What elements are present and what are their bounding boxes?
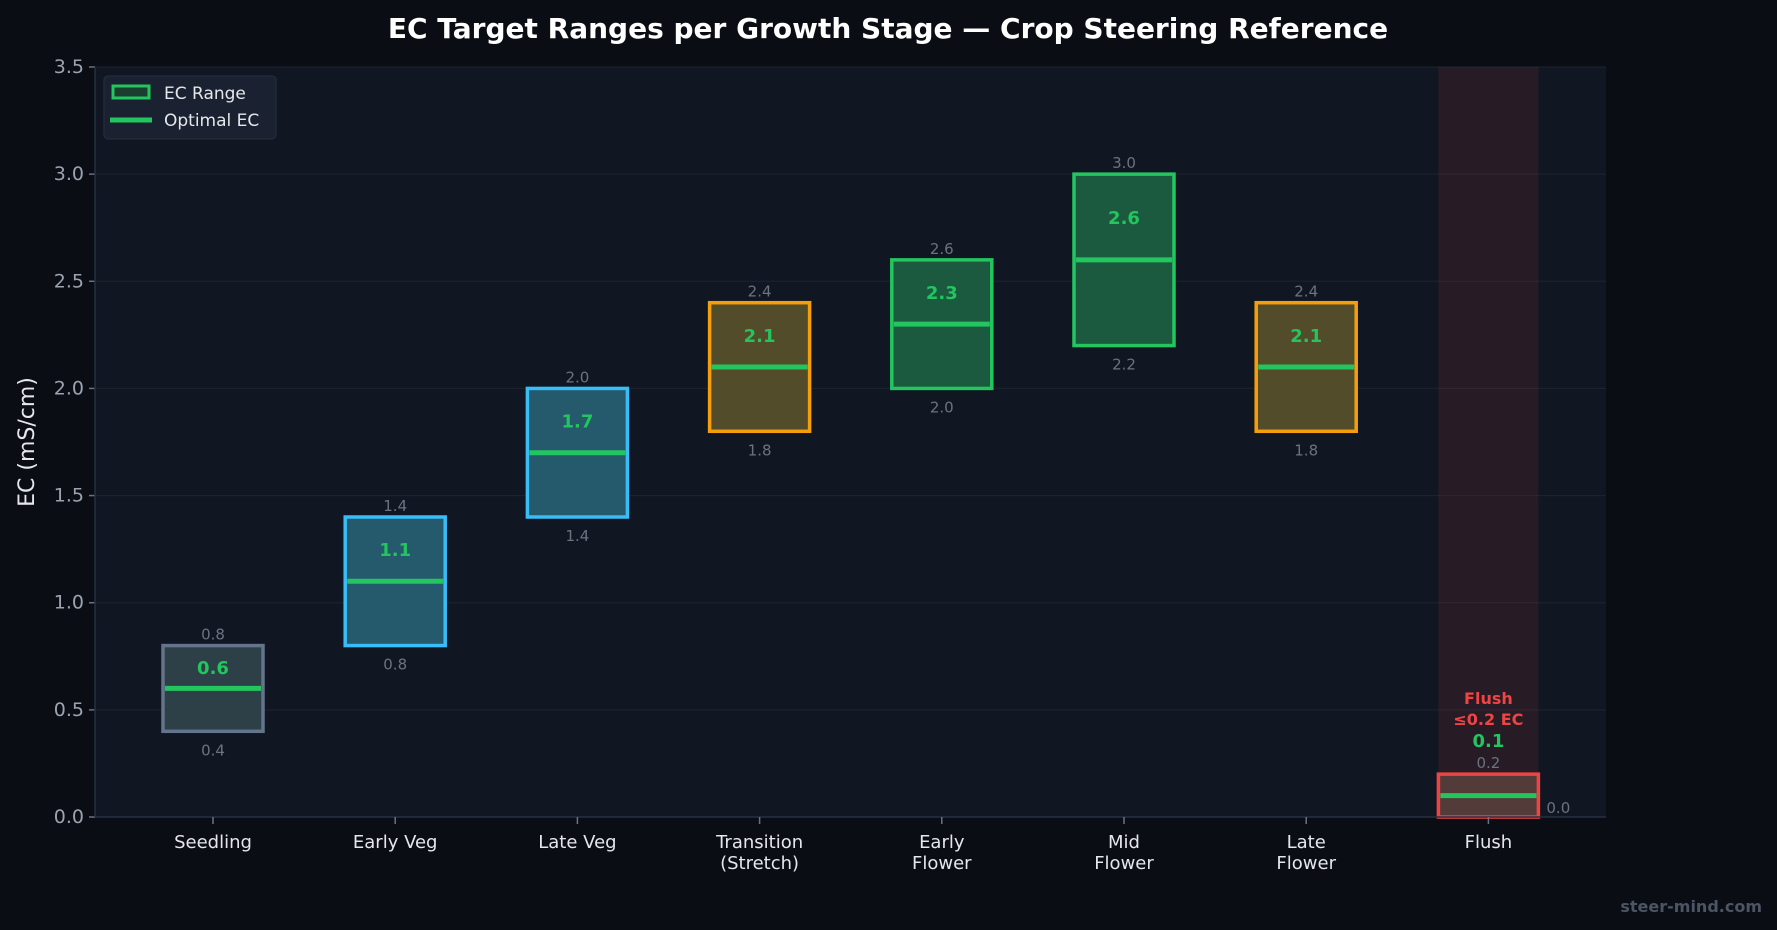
min-label: 0.8	[383, 656, 407, 674]
x-tick-label: Mid	[1108, 832, 1140, 853]
y-tick-label: 2.0	[54, 377, 84, 399]
optimal-label: 2.3	[926, 283, 958, 304]
y-tick-label: 0.5	[54, 699, 84, 721]
y-tick-label: 1.0	[54, 592, 84, 614]
x-tick-label: Flush	[1465, 832, 1513, 853]
optimal-label: 2.1	[744, 326, 776, 347]
optimal-label: 0.1	[1472, 731, 1504, 752]
optimal-label: 1.7	[561, 412, 593, 433]
max-label: 1.4	[383, 497, 407, 515]
legend: EC Range Optimal EC	[103, 75, 277, 140]
y-tick-label: 2.5	[54, 270, 84, 292]
legend-range-swatch	[111, 84, 151, 100]
range-box-group: 2.4 1.8 2.1	[1254, 283, 1358, 459]
plot-area	[95, 67, 1606, 817]
x-tick-label: Late Veg	[538, 832, 616, 853]
y-tick-label: 1.5	[54, 485, 84, 507]
max-label: 2.4	[1294, 283, 1318, 301]
x-tick-label: Late	[1287, 832, 1326, 853]
optimal-label: 1.1	[379, 540, 411, 561]
range-box-group: 3.0 2.2 2.6	[1072, 154, 1176, 374]
min-label: 1.8	[748, 441, 772, 459]
max-label: 2.4	[748, 283, 772, 301]
legend-label: Optimal EC	[164, 111, 259, 131]
range-box-group: 2.6 2.0 2.3	[890, 240, 994, 416]
max-label: 0.8	[201, 626, 225, 644]
min-label: 0.4	[201, 741, 225, 759]
y-axis-label: EC (mS/cm)	[15, 377, 40, 507]
chart-title: EC Target Ranges per Growth Stage — Crop…	[388, 12, 1388, 45]
min-label: 0.0	[1546, 799, 1570, 817]
x-tick-label: Early Veg	[353, 832, 438, 853]
y-tick-label: 0.0	[54, 806, 84, 828]
range-box-group: 2.0 1.4 1.7	[525, 368, 630, 545]
min-label: 2.0	[930, 398, 954, 416]
x-tick-label: Flower	[1276, 853, 1336, 874]
watermark: steer-mind.com	[1620, 897, 1762, 916]
x-tick-label: Early	[919, 832, 965, 853]
min-label: 2.2	[1112, 356, 1136, 374]
y-tick-label: 3.5	[54, 56, 84, 78]
optimal-label: 0.6	[197, 658, 229, 679]
range-box-group: 2.4 1.8 2.1	[707, 283, 812, 459]
x-tick-label: Flower	[912, 853, 972, 874]
x-tick-label: Flower	[1094, 853, 1154, 874]
legend-label: EC Range	[164, 84, 246, 104]
flush-annotation: Flush	[1464, 689, 1513, 708]
max-label: 2.0	[565, 368, 589, 386]
x-tick-label: Transition	[715, 832, 803, 853]
min-label: 1.4	[565, 527, 589, 545]
min-label: 1.8	[1294, 441, 1318, 459]
x-tick-label: Seedling	[174, 832, 252, 853]
flush-highlight-band	[1438, 67, 1539, 817]
max-label: 2.6	[930, 240, 954, 258]
y-tick-label: 3.0	[54, 163, 84, 185]
max-label: 0.2	[1476, 754, 1500, 772]
range-box-group: 0.8 0.4 0.6	[161, 626, 265, 759]
flush-annotation: ≤0.2 EC	[1453, 710, 1523, 729]
optimal-label: 2.6	[1108, 208, 1140, 229]
optimal-label: 2.1	[1290, 326, 1322, 347]
x-tick-label: (Stretch)	[720, 853, 799, 874]
max-label: 3.0	[1112, 154, 1136, 172]
range-box-group: 1.4 0.8 1.1	[343, 497, 447, 674]
